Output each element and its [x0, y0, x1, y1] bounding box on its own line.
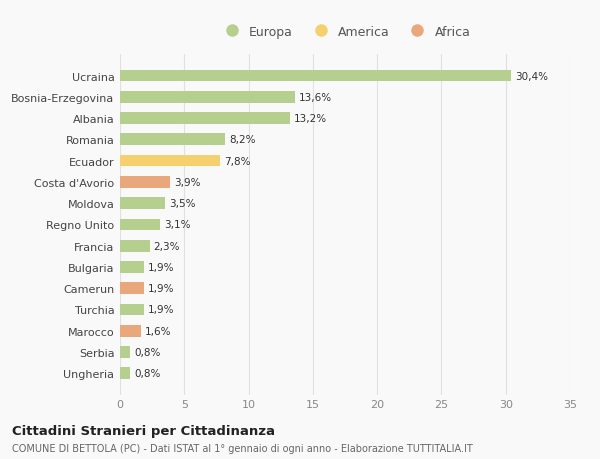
Bar — [120, 156, 220, 167]
Text: 3,5%: 3,5% — [169, 199, 196, 209]
Bar — [120, 113, 290, 125]
Text: 3,9%: 3,9% — [174, 178, 200, 187]
Bar — [120, 219, 160, 231]
Text: COMUNE DI BETTOLA (PC) - Dati ISTAT al 1° gennaio di ogni anno - Elaborazione TU: COMUNE DI BETTOLA (PC) - Dati ISTAT al 1… — [12, 443, 473, 453]
Text: 7,8%: 7,8% — [224, 156, 251, 166]
Bar — [120, 71, 511, 82]
Text: 1,6%: 1,6% — [145, 326, 171, 336]
Text: 3,1%: 3,1% — [164, 220, 190, 230]
Text: 0,8%: 0,8% — [134, 347, 161, 357]
Bar — [120, 283, 145, 294]
Bar — [120, 241, 149, 252]
Text: 13,2%: 13,2% — [293, 114, 326, 124]
Text: 1,9%: 1,9% — [148, 305, 175, 315]
Bar — [120, 304, 145, 316]
Text: 30,4%: 30,4% — [515, 71, 548, 81]
Bar — [120, 368, 130, 379]
Text: 2,3%: 2,3% — [154, 241, 180, 251]
Bar — [120, 177, 170, 188]
Legend: Europa, America, Africa: Europa, America, Africa — [214, 21, 476, 44]
Text: 13,6%: 13,6% — [299, 93, 332, 102]
Text: Cittadini Stranieri per Cittadinanza: Cittadini Stranieri per Cittadinanza — [12, 424, 275, 437]
Bar — [120, 262, 145, 273]
Bar — [120, 134, 226, 146]
Bar — [120, 198, 165, 209]
Bar — [120, 325, 140, 337]
Text: 1,9%: 1,9% — [148, 263, 175, 272]
Bar — [120, 347, 130, 358]
Bar — [120, 92, 295, 103]
Text: 0,8%: 0,8% — [134, 369, 161, 379]
Text: 1,9%: 1,9% — [148, 284, 175, 294]
Text: 8,2%: 8,2% — [229, 135, 256, 145]
